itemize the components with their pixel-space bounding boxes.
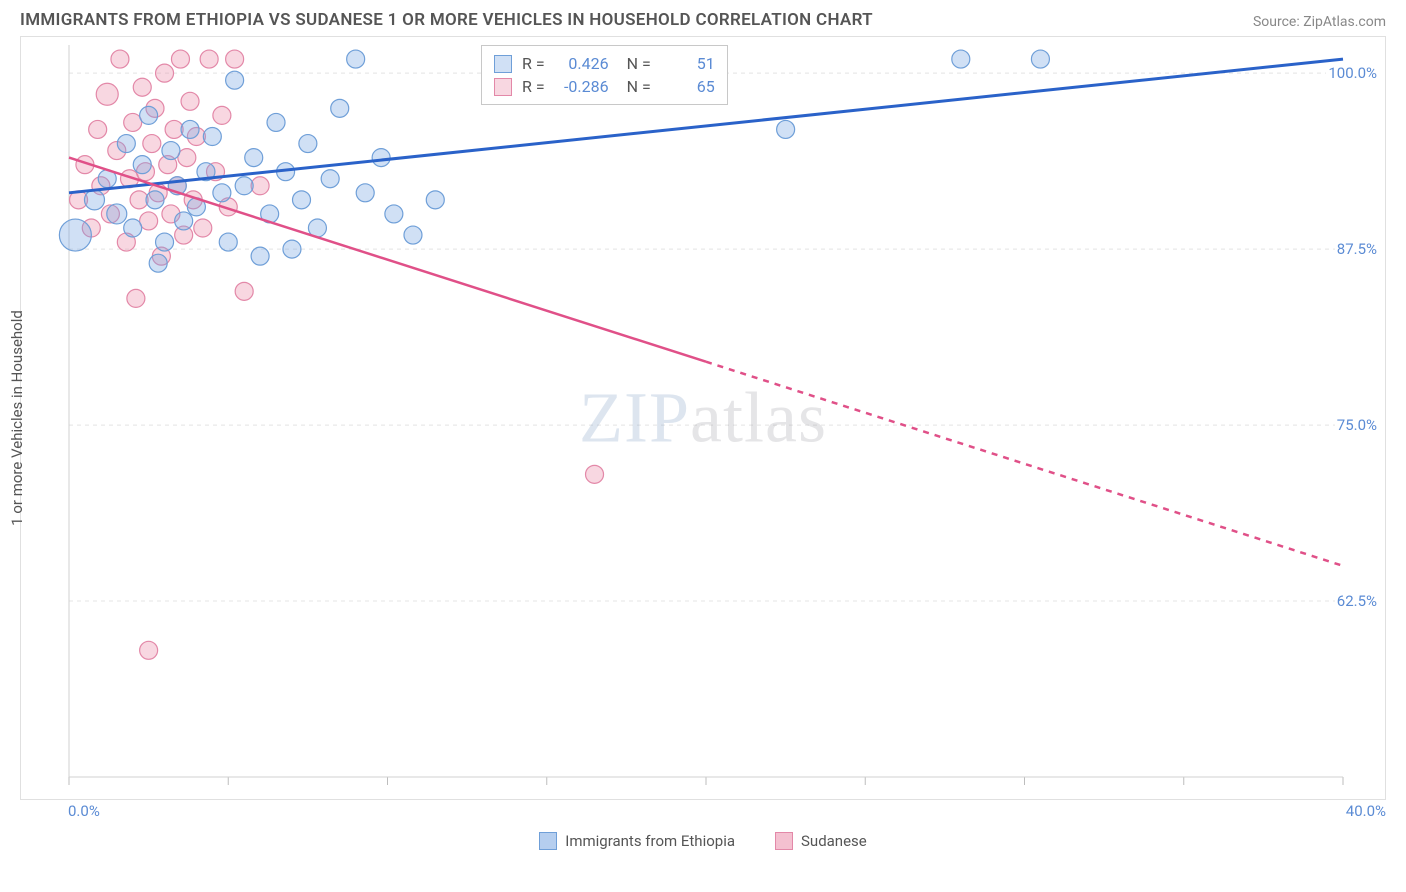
data-point [181, 120, 199, 138]
data-point [156, 233, 174, 251]
data-point [226, 71, 244, 89]
data-point [213, 184, 231, 202]
data-point [219, 233, 237, 251]
data-point [124, 113, 142, 131]
chart-source: Source: ZipAtlas.com [1253, 14, 1386, 30]
data-point [426, 191, 444, 209]
stat-r-value: 0.426 [555, 54, 609, 73]
legend-label: Immigrants from Ethiopia [565, 832, 735, 850]
legend-swatch [775, 832, 793, 850]
data-point [235, 177, 253, 195]
data-point [952, 50, 970, 68]
data-point [96, 83, 118, 105]
data-point [140, 212, 158, 230]
data-point [146, 191, 164, 209]
y-tick-label: 100.0% [1326, 64, 1379, 82]
data-point [586, 465, 604, 483]
chart-container: 1 or more Vehicles in Household ZIPatlas… [20, 36, 1386, 800]
data-point [251, 177, 269, 195]
data-point [124, 219, 142, 237]
legend-item: Immigrants from Ethiopia [539, 832, 735, 850]
data-point [171, 50, 189, 68]
chart-title: IMMIGRANTS FROM ETHIOPIA VS SUDANESE 1 O… [20, 10, 873, 30]
x-axis-max-label: 40.0% [1346, 802, 1386, 820]
stat-n-label: N = [627, 54, 651, 73]
stats-row: R = 0.426 N = 51 [494, 52, 715, 75]
legend-item: Sudanese [775, 832, 867, 850]
stats-legend-box: R = 0.426 N = 51 R = -0.286 N = 65 [481, 45, 728, 105]
legend-label: Sudanese [801, 832, 867, 850]
data-point [213, 106, 231, 124]
data-point [140, 641, 158, 659]
data-point [130, 191, 148, 209]
data-point [111, 50, 129, 68]
data-point [59, 219, 91, 251]
data-point [203, 128, 221, 146]
stat-r-value: -0.286 [555, 77, 609, 96]
data-point [117, 135, 135, 153]
data-point [356, 184, 374, 202]
series-swatch [494, 78, 512, 96]
stat-r-label: R = [522, 54, 545, 73]
data-point [226, 50, 244, 68]
stat-n-label: N = [627, 77, 651, 96]
stat-n-value: 65 [661, 77, 715, 96]
data-point [235, 282, 253, 300]
data-point [143, 135, 161, 153]
data-point [133, 78, 151, 96]
stats-row: R = -0.286 N = 65 [494, 75, 715, 98]
scatter-chart [21, 37, 1351, 797]
series-legend: Immigrants from Ethiopia Sudanese [0, 822, 1406, 850]
y-tick-label: 62.5% [1335, 592, 1379, 610]
data-point [181, 92, 199, 110]
data-point [133, 156, 151, 174]
data-point [777, 120, 795, 138]
data-point [385, 205, 403, 223]
data-point [347, 50, 365, 68]
series-swatch [494, 55, 512, 73]
data-point [200, 50, 218, 68]
y-tick-label: 75.0% [1335, 416, 1379, 434]
data-point [267, 113, 285, 131]
data-point [331, 99, 349, 117]
stat-n-value: 51 [661, 54, 715, 73]
data-point [194, 219, 212, 237]
data-point [162, 142, 180, 160]
y-tick-label: 87.5% [1335, 240, 1379, 258]
y-axis-label: 1 or more Vehicles in Household [8, 310, 26, 526]
data-point [84, 190, 104, 210]
stat-r-label: R = [522, 77, 545, 96]
data-point [107, 204, 127, 224]
data-point [321, 170, 339, 188]
data-point [283, 240, 301, 258]
data-point [372, 149, 390, 167]
trend-line-extrapolated [706, 362, 1343, 566]
data-point [178, 149, 196, 167]
data-point [251, 247, 269, 265]
data-point [89, 120, 107, 138]
legend-swatch [539, 832, 557, 850]
data-point [245, 149, 263, 167]
data-point [140, 106, 158, 124]
data-point [1031, 50, 1049, 68]
data-point [149, 254, 167, 272]
data-point [156, 64, 174, 82]
data-point [299, 135, 317, 153]
data-point [165, 120, 183, 138]
data-point [404, 226, 422, 244]
x-axis-min-label: 0.0% [68, 802, 100, 820]
data-point [175, 212, 193, 230]
data-point [127, 289, 145, 307]
data-point [293, 191, 311, 209]
